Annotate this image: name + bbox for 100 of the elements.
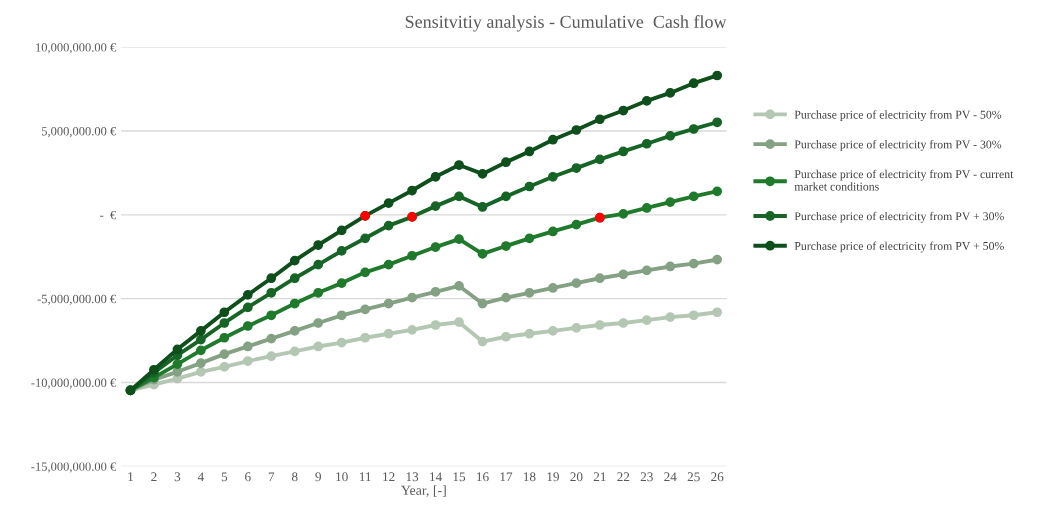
point xyxy=(524,146,535,157)
x-tick-label: 23 xyxy=(640,472,653,482)
point xyxy=(360,267,371,278)
x-tick-label: 26 xyxy=(711,472,724,482)
point xyxy=(336,278,347,288)
point xyxy=(289,273,300,284)
point xyxy=(665,261,676,272)
point xyxy=(454,281,464,291)
x-tick-label: 12 xyxy=(383,472,395,482)
y-tick-label: 10,000,000.00 € xyxy=(36,43,117,54)
point xyxy=(360,332,371,343)
point xyxy=(196,345,206,356)
point xyxy=(383,198,394,208)
point xyxy=(383,220,394,231)
point xyxy=(665,197,676,207)
point xyxy=(242,321,253,331)
point xyxy=(501,331,511,342)
x-tick-label: 24 xyxy=(664,472,677,482)
point xyxy=(665,88,676,98)
point xyxy=(618,208,629,219)
point xyxy=(618,146,629,157)
x-tick-label: 25 xyxy=(687,472,700,482)
point xyxy=(407,292,417,303)
point xyxy=(594,273,605,284)
x-tick-label: 13 xyxy=(406,472,419,482)
x-tick-label: 18 xyxy=(524,472,536,482)
x-tick-label: 19 xyxy=(547,472,559,482)
point xyxy=(571,219,582,230)
x-tick-label: 10 xyxy=(336,472,348,482)
point xyxy=(618,269,629,280)
x-tick-label: 3 xyxy=(174,472,181,482)
point xyxy=(172,344,183,355)
x-tick-label: 21 xyxy=(593,472,606,482)
point xyxy=(454,317,464,328)
point xyxy=(477,169,488,179)
point xyxy=(501,292,511,303)
y-tick-label: 5,000,000.00 € xyxy=(41,127,117,138)
point xyxy=(289,255,300,266)
x-tick-label: 5 xyxy=(221,472,228,482)
y-tick-label: -10,000,000.00 € xyxy=(31,378,117,389)
x-tick-label: 8 xyxy=(291,472,298,482)
point xyxy=(430,171,441,182)
point xyxy=(313,259,324,270)
point xyxy=(196,366,206,377)
x-tick-label: 15 xyxy=(453,472,466,482)
point xyxy=(712,254,723,265)
point xyxy=(196,334,206,345)
point xyxy=(430,286,441,297)
point xyxy=(336,310,347,321)
point xyxy=(313,287,324,298)
point xyxy=(242,356,253,366)
point xyxy=(688,258,699,269)
x-tick-label: 1 xyxy=(128,472,133,482)
point xyxy=(266,351,277,362)
point xyxy=(430,201,441,211)
x-tick-label: 16 xyxy=(477,472,489,482)
x-tick-label: 22 xyxy=(617,472,630,482)
point xyxy=(618,318,629,328)
point xyxy=(196,358,206,368)
x-tick-label: 7 xyxy=(268,472,275,482)
point xyxy=(430,242,441,252)
point xyxy=(219,307,230,318)
point xyxy=(548,283,558,293)
point xyxy=(430,320,441,330)
point xyxy=(219,349,230,360)
point xyxy=(548,134,558,145)
point xyxy=(641,203,652,213)
point xyxy=(477,249,488,259)
point xyxy=(454,160,464,170)
point xyxy=(242,302,253,313)
point xyxy=(594,154,605,165)
legend-label: Purchase price of electricity from PV - current market conditions xyxy=(794,169,1014,191)
point xyxy=(336,246,347,256)
x-tick-label: 11 xyxy=(359,472,371,482)
point xyxy=(618,105,629,116)
x-tick-label: 20 xyxy=(570,472,583,482)
point xyxy=(477,336,488,347)
x-axis-title: Year, [-] xyxy=(401,485,446,497)
point xyxy=(524,328,535,339)
point xyxy=(242,341,253,352)
point xyxy=(219,332,230,343)
point xyxy=(289,346,300,357)
point xyxy=(454,234,464,245)
point xyxy=(688,124,699,134)
point xyxy=(360,233,371,244)
point xyxy=(501,191,511,202)
point xyxy=(594,114,605,125)
point xyxy=(266,273,277,284)
point xyxy=(172,359,183,369)
point xyxy=(524,287,535,298)
x-tick-label: 17 xyxy=(500,472,513,482)
y-tick-label: -5,000,000.00 € xyxy=(37,294,117,305)
legend-label: Purchase price of electricity from PV + 50% xyxy=(794,241,1004,253)
point xyxy=(219,318,230,328)
point xyxy=(548,171,558,182)
point xyxy=(641,315,652,326)
point xyxy=(548,326,558,336)
point xyxy=(313,240,324,250)
point xyxy=(688,310,699,321)
chart-title: Sensitvitiy analysis - Cumulative Cash flow xyxy=(405,15,727,32)
